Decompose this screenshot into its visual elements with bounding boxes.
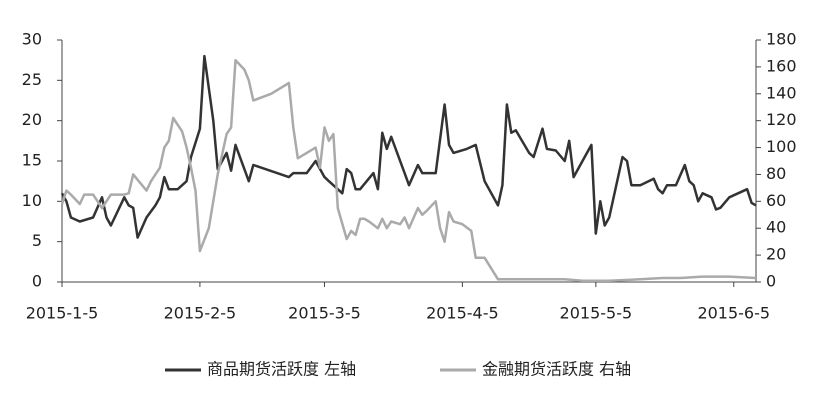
y-tick-label: 10 — [22, 191, 42, 210]
x-tick-label: 2015-4-5 — [426, 304, 499, 323]
legend-label: 金融期货活跃度 右轴 — [482, 360, 631, 379]
y-tick-label: 0 — [32, 272, 42, 291]
y-tick-label: 15 — [22, 151, 42, 170]
y2-tick-label: 20 — [766, 245, 786, 264]
y2-tick-label: 120 — [766, 110, 797, 129]
x-tick-label: 2015-3-5 — [288, 304, 361, 323]
y2-tick-label: 80 — [766, 164, 786, 183]
x-tick-label: 2015-5-5 — [560, 304, 633, 323]
y-tick-label: 20 — [22, 110, 42, 129]
series-line — [60, 58, 757, 282]
y2-tick-label: 40 — [766, 218, 786, 237]
y-tick-label: 30 — [22, 30, 42, 49]
x-tick-label: 2015-2-5 — [164, 304, 237, 323]
x-tick-label: 2015-1-5 — [26, 304, 99, 323]
y2-tick-label: 140 — [766, 83, 797, 102]
y2-tick-label: 0 — [766, 272, 776, 291]
y-tick-label: 25 — [22, 70, 42, 89]
y-tick-label: 5 — [32, 231, 42, 250]
y2-tick-label: 160 — [766, 56, 797, 75]
series-line — [60, 54, 757, 239]
x-tick-label: 2015-6-5 — [697, 304, 770, 323]
legend-label: 商品期货活跃度 左轴 — [207, 360, 356, 379]
y2-tick-label: 180 — [766, 30, 797, 49]
y2-tick-label: 100 — [766, 137, 797, 156]
y2-tick-label: 60 — [766, 191, 786, 210]
